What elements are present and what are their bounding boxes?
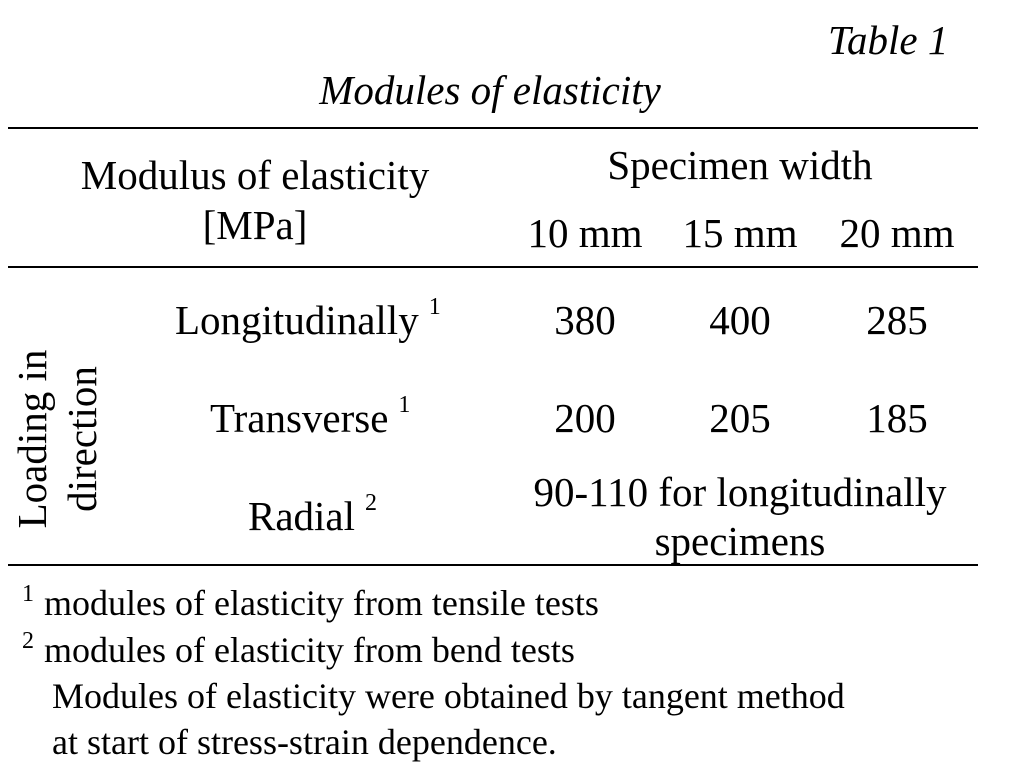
header-modulus-line2: [MPa] [202, 202, 308, 248]
row-label-text: Transverse [210, 395, 389, 441]
footnote-mark: 1 [398, 392, 411, 418]
row-radial-label: Radial 2 [248, 491, 377, 539]
note-line-2: at start of stress-strain dependence. [52, 722, 557, 762]
cell-longitudinally-20mm: 285 [866, 297, 928, 343]
header-col-20mm: 20 mm [839, 210, 955, 256]
note-line-1: Modules of elasticity were obtained by t… [52, 676, 845, 716]
footnote-mark: 2 [365, 490, 378, 516]
footnote-mark: 1 [428, 294, 441, 320]
footnote-text: modules of elasticity from bend tests [44, 630, 575, 670]
row-label-text: Longitudinally [175, 297, 419, 343]
footnote-mark: 2 [22, 628, 34, 654]
row-longitudinally-label: Longitudinally 1 [175, 295, 441, 343]
cell-radial-merged-line2: specimens [654, 518, 826, 564]
footnote-text: modules of elasticity from tensile tests [44, 583, 599, 623]
header-modulus-line1: Modulus of elasticity [80, 152, 430, 198]
table-label: Table 1 [828, 17, 949, 63]
footnote-1: 1 modules of elasticity from tensile test… [22, 582, 599, 623]
cell-transverse-15mm: 205 [709, 395, 771, 441]
cell-transverse-20mm: 185 [866, 395, 928, 441]
cell-radial-merged-line1: 90-110 for longitudinally [533, 469, 947, 515]
row-transverse-label: Transverse 1 [210, 393, 410, 441]
cell-longitudinally-10mm: 380 [554, 297, 616, 343]
header-specimen-width: Specimen width [607, 142, 873, 188]
header-col-15mm: 15 mm [682, 210, 798, 256]
header-col-10mm: 10 mm [527, 210, 643, 256]
cell-transverse-10mm: 200 [554, 395, 616, 441]
row-group-line2: direction [59, 366, 105, 512]
row-group-line1: Loading in [9, 349, 55, 529]
top-rule [8, 127, 978, 129]
bottom-rule [8, 564, 978, 566]
footnote-2: 2 modules of elasticity from bend tests [22, 629, 575, 670]
table-caption: Modules of elasticity [319, 67, 661, 113]
header-rule [8, 266, 978, 268]
footnote-mark: 1 [22, 581, 34, 607]
row-group-label: Loading in direction [7, 324, 107, 554]
cell-longitudinally-15mm: 400 [709, 297, 771, 343]
row-label-text: Radial [248, 493, 356, 539]
